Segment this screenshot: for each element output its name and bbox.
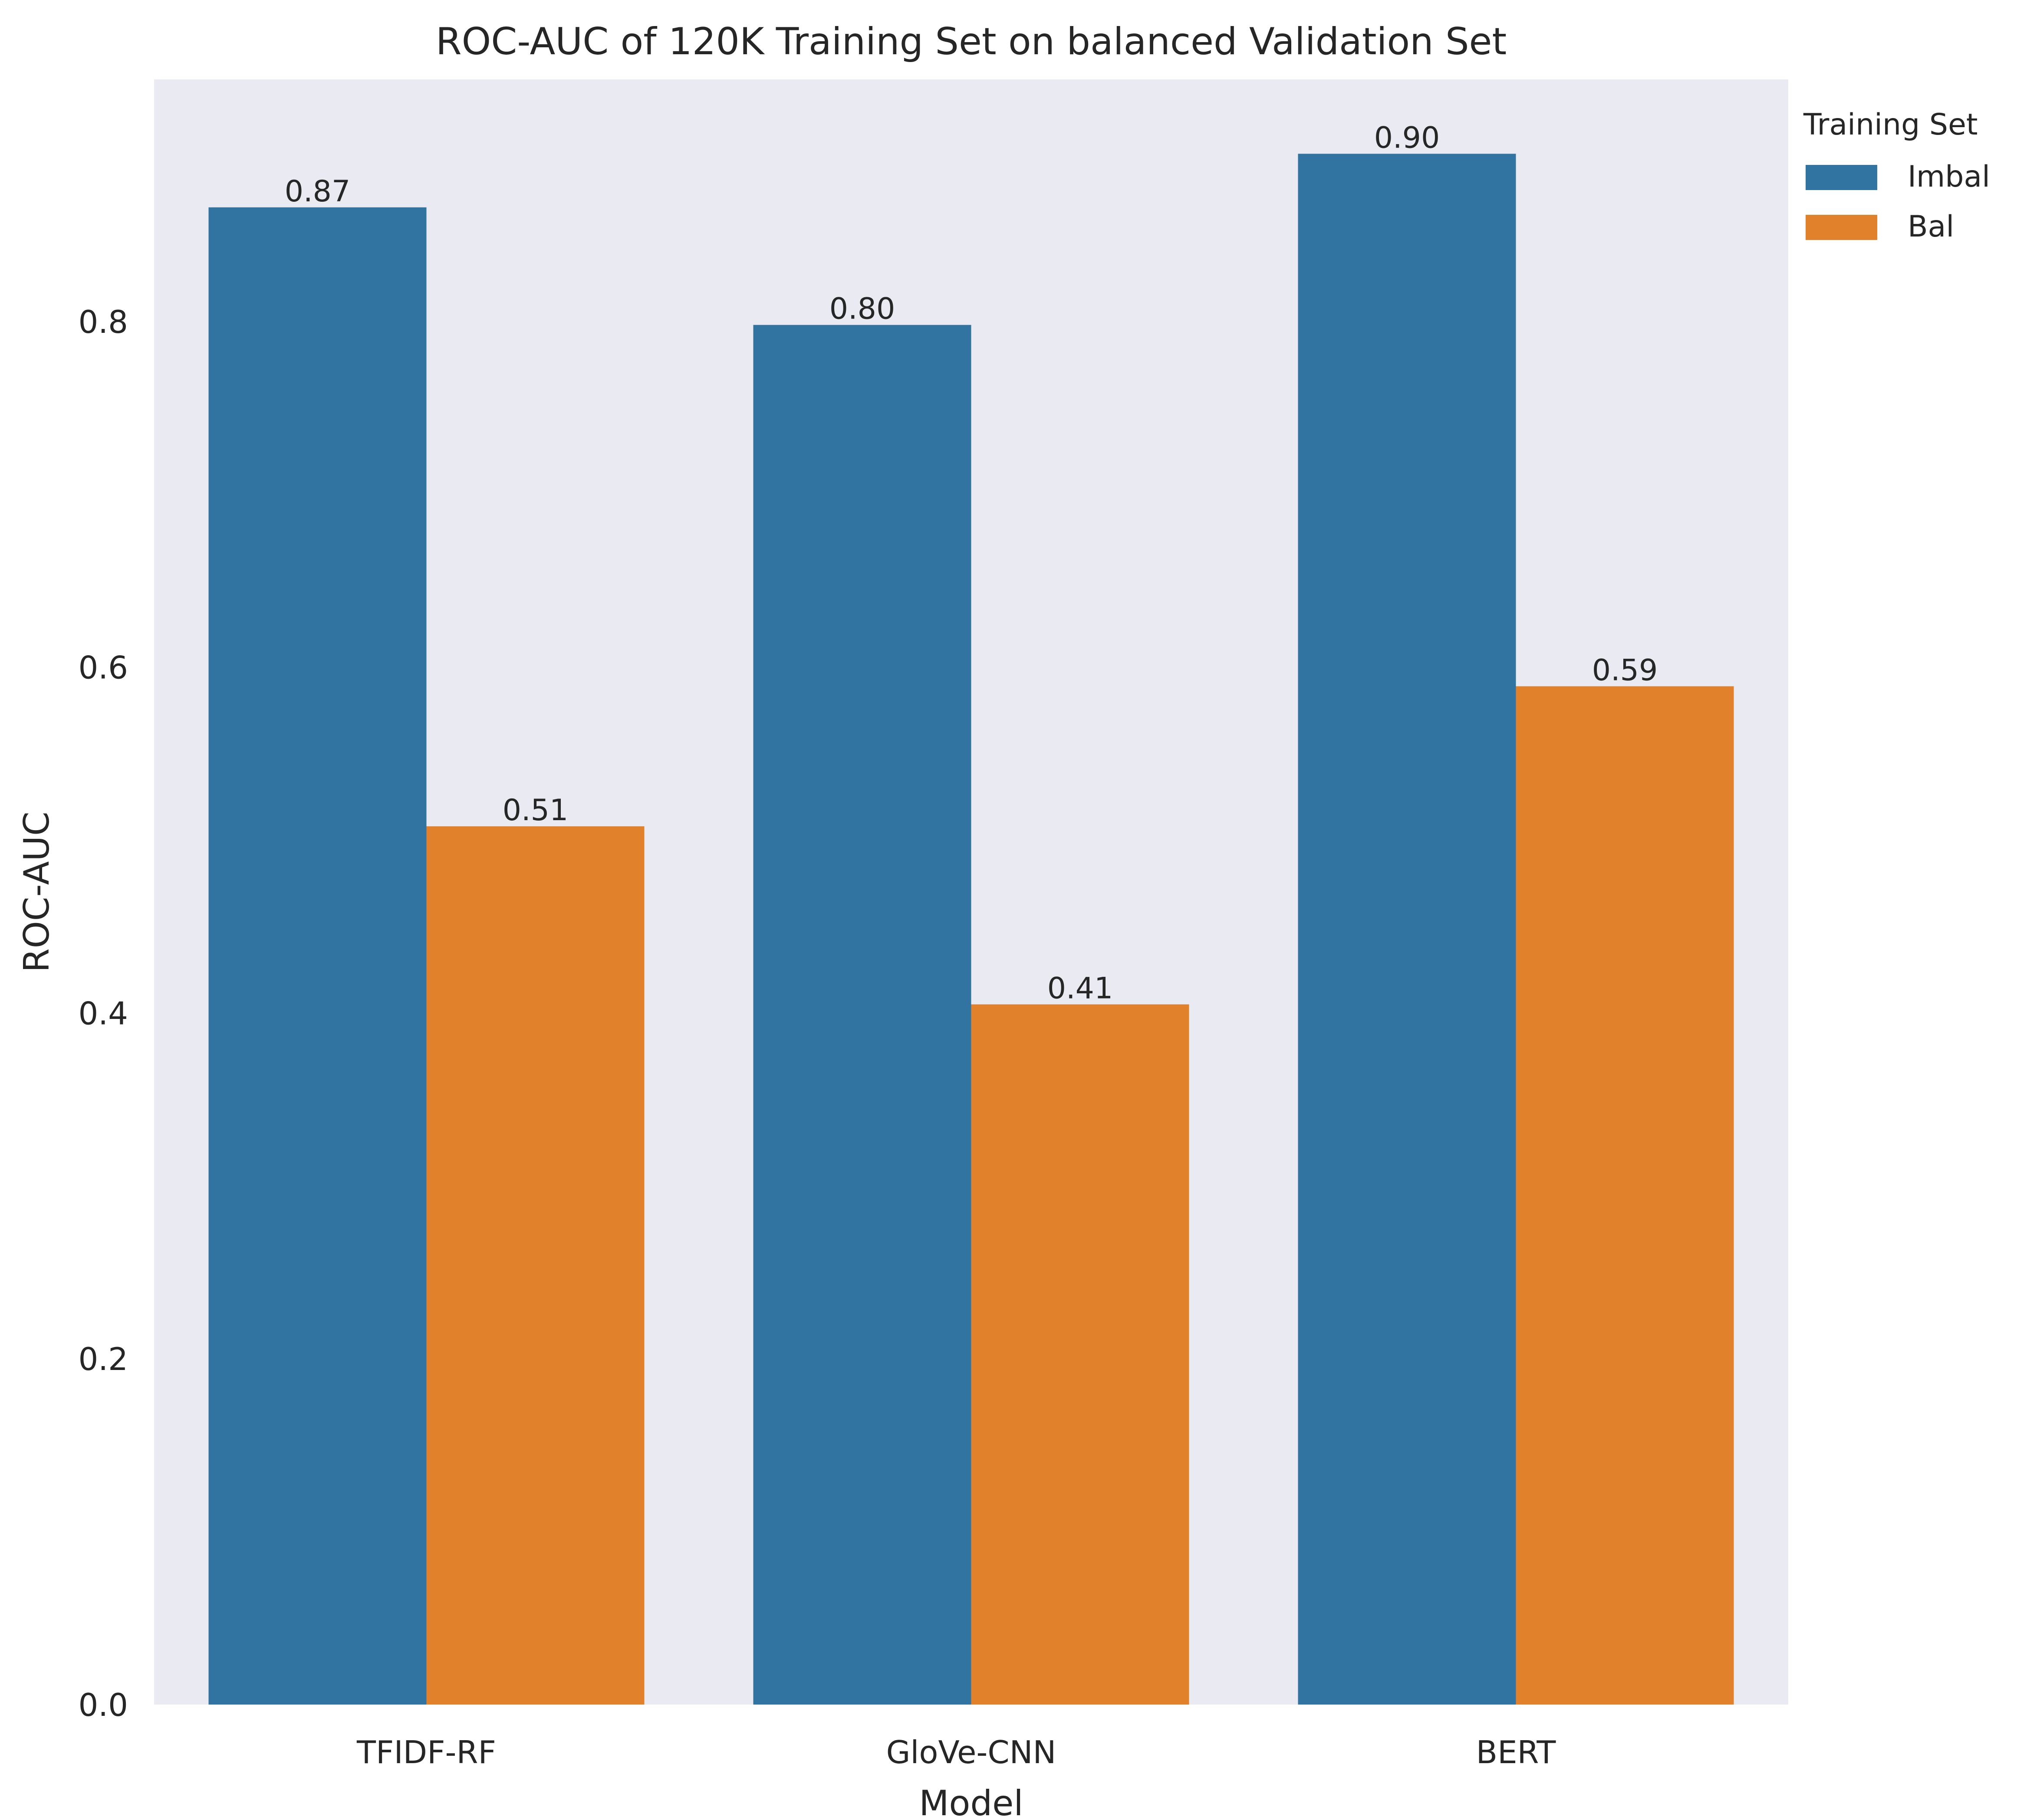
bar-value-label: 0.80	[829, 292, 895, 326]
y-tick-label: 0.8	[78, 304, 128, 340]
y-tick-label: 0.6	[78, 650, 128, 686]
x-axis-label: Model	[919, 1783, 1023, 1818]
x-tick-label: BERT	[1476, 1734, 1556, 1771]
legend-label-imbal: Imbal	[1908, 160, 1990, 194]
bar-value-label: 0.90	[1374, 121, 1440, 155]
y-axis: 0.0 0.2 0.4 0.6 0.8	[78, 304, 128, 1723]
y-axis-label: ROC-AUC	[16, 811, 57, 972]
y-tick-label: 0.4	[78, 995, 128, 1032]
bar-labels-group: 0.87 0.80 0.90 0.51 0.41 0.59	[285, 121, 1658, 1005]
legend-label-bal: Bal	[1908, 210, 1954, 244]
x-axis: TFIDF-RF GloVe-CNN BERT	[356, 1734, 1556, 1771]
legend: Training Set Imbal Bal	[1803, 108, 1990, 244]
bar-value-label: 0.87	[285, 174, 350, 209]
x-tick-label: TFIDF-RF	[356, 1734, 496, 1771]
bar-value-label: 0.51	[503, 793, 568, 828]
bar-bal-tfidf-rf	[426, 826, 645, 1705]
legend-swatch-bal	[1806, 215, 1877, 240]
bar-imbal-glove-cnn	[753, 325, 971, 1705]
bar-bal-glove-cnn	[971, 1004, 1189, 1705]
y-tick-label: 0.2	[78, 1341, 128, 1377]
x-tick-label: GloVe-CNN	[886, 1734, 1056, 1771]
legend-swatch-imbal	[1806, 165, 1877, 190]
bar-value-label: 0.41	[1047, 971, 1113, 1005]
legend-title: Training Set	[1803, 108, 1978, 142]
chart-title: ROC-AUC of 120K Training Set on balanced…	[436, 20, 1507, 63]
bar-imbal-bert	[1298, 154, 1516, 1705]
bar-value-label: 0.59	[1592, 653, 1658, 687]
bars-group	[208, 154, 1734, 1705]
y-tick-label: 0.0	[78, 1687, 128, 1723]
bar-bal-bert	[1516, 686, 1734, 1705]
bar-imbal-tfidf-rf	[208, 207, 427, 1705]
